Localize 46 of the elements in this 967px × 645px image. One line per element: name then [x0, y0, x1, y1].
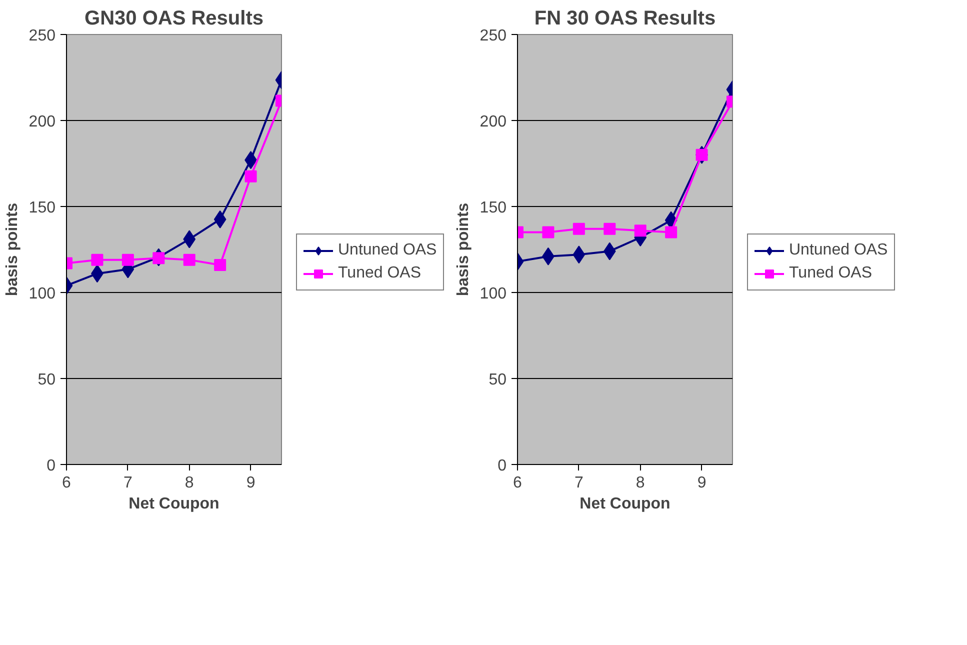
point [542, 226, 554, 238]
chart-title: GN30 OAS Results [84, 8, 264, 30]
point [634, 224, 646, 237]
y-tick-label: 200 [480, 114, 507, 130]
y-tick-label: 100 [480, 286, 507, 302]
y-tick-label: 250 [480, 28, 507, 44]
x-tick-label: 7 [123, 474, 132, 492]
y-tick-label: 100 [28, 286, 56, 302]
x-axis-title: Net Coupon [580, 496, 670, 512]
point [183, 230, 196, 248]
x-tick-label: 9 [246, 474, 256, 492]
point [214, 210, 226, 228]
y-axis-title: basis points [4, 202, 21, 296]
x-tick-label: 6 [62, 474, 72, 492]
point [152, 252, 165, 264]
y-tick-label: 0 [498, 458, 507, 474]
y-tick-label: 50 [38, 372, 56, 388]
point [572, 222, 585, 235]
x-tick-label: 6 [513, 474, 522, 492]
point [604, 222, 616, 235]
legend-label: Tuned OAS [338, 264, 422, 282]
y-tick-label: 250 [28, 28, 56, 44]
x-tick-label: 7 [574, 474, 584, 492]
point [603, 242, 616, 260]
x-tick-label: 8 [636, 474, 645, 492]
point [572, 246, 586, 264]
legend-label: Untuned OAS [789, 241, 888, 259]
y-axis-title: basis points [454, 202, 472, 296]
chart-title: FN 30 OAS Results [534, 8, 716, 30]
x-tick-label: 8 [184, 474, 194, 492]
x-axis-title: Net Coupon [128, 496, 220, 512]
point [244, 170, 257, 182]
point [183, 254, 196, 266]
point [665, 226, 678, 238]
y-tick-label: 200 [28, 114, 56, 130]
y-tick-label: 0 [46, 458, 56, 474]
legend-label: Untuned OAS [338, 241, 437, 259]
y-tick-label: 150 [480, 200, 507, 216]
legend-label: Tuned OAS [789, 264, 872, 282]
point [214, 258, 226, 271]
point [122, 254, 134, 266]
y-tick-label: 150 [28, 200, 56, 216]
y-tick-label: 50 [488, 372, 507, 388]
point [696, 148, 708, 161]
point [91, 254, 104, 266]
x-tick-label: 9 [697, 474, 706, 492]
